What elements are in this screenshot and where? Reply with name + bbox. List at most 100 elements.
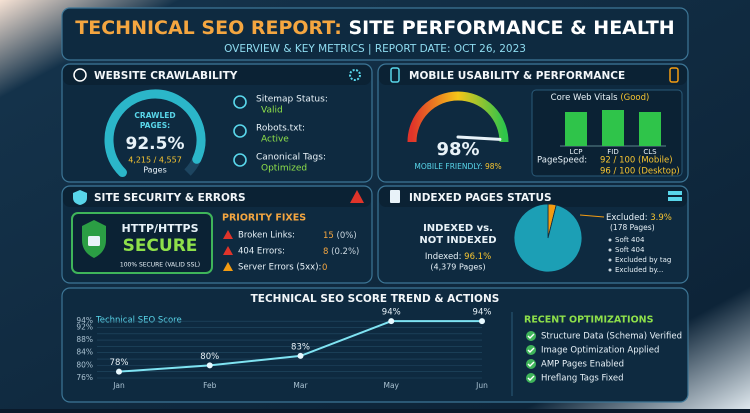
gauge-unit: Pages: [143, 166, 167, 175]
action: Structure Data (Schema) Verified: [541, 332, 682, 342]
title-accent: TECHNICAL SEO REPORT:: [75, 17, 342, 39]
page-icon: [390, 190, 400, 203]
reason-dot: [608, 258, 612, 262]
x-tick-label: Feb: [203, 381, 217, 390]
item-label: Canonical Tags:: [256, 153, 326, 163]
vitals-rating: (Good): [620, 93, 649, 103]
x-tick-label: Jun: [475, 381, 488, 390]
check-icon: [526, 373, 536, 383]
header-title: TECHNICAL SEO REPORT: SITE PERFORMANCE &…: [75, 17, 674, 39]
phone-icon: [390, 67, 400, 83]
fix-count: 0: [322, 263, 327, 273]
vital-bar: [565, 112, 587, 146]
action: Hreflang Tags Fixed: [541, 374, 624, 384]
reason-dot: [608, 238, 612, 242]
panel-header: [63, 65, 371, 85]
warning-icon: [350, 190, 364, 203]
chart-title: Technical SEO Score: [95, 316, 182, 326]
indexed-name: Indexed:: [425, 252, 462, 262]
fix-count: 8 (0.2%): [323, 247, 359, 257]
gauge-arc: [104, 89, 206, 178]
pagespeed-label: PageSpeed:: [537, 156, 587, 166]
warning-icon: [223, 230, 233, 239]
gauge-value: 92.5%: [126, 134, 185, 154]
trend-point: [116, 368, 122, 375]
excluded-name: Excluded:: [606, 213, 648, 223]
reason-dot: [608, 268, 612, 272]
item-label: Sitemap Status:: [256, 95, 328, 105]
reason: Excluded by tag: [615, 256, 671, 264]
point-label: 94%: [473, 308, 492, 318]
warning-icon: [223, 246, 233, 255]
excluded-value: 3.9%: [650, 213, 672, 223]
y-tick-label: 80%: [76, 360, 93, 369]
fix-label: 404 Errors:: [238, 247, 285, 257]
badge-status: SECURE: [123, 236, 198, 256]
panel-title: SITE SECURITY & ERRORS: [94, 192, 246, 204]
index-heading: INDEXED vs.: [423, 223, 493, 234]
indexed-label: Indexed: 96.1%: [425, 252, 491, 262]
y-tick-label: 94%: [76, 316, 93, 325]
fix-number: 8: [323, 247, 328, 257]
trend-point: [388, 318, 395, 325]
vital-bar: [602, 110, 624, 146]
vital-label: LCP: [569, 148, 582, 156]
vital-label: CLS: [643, 148, 657, 156]
vitals-title-text: Core Web Vitals: [551, 93, 619, 103]
fix-share: (0%): [337, 231, 357, 241]
fix-number: 15: [323, 231, 334, 241]
action: Image Optimization Applied: [541, 346, 659, 356]
item-status: Valid: [261, 106, 283, 116]
point-label: 94%: [382, 308, 401, 318]
fix-label: Broken Links:: [238, 231, 295, 241]
panel-title: WEBSITE CRAWLABILITY: [94, 70, 238, 82]
warning-icon: [223, 262, 233, 271]
gauge-label: PAGES:: [140, 121, 170, 130]
x-tick-label: Jan: [112, 381, 125, 390]
caption-label: MOBILE FRIENDLY:: [414, 162, 482, 171]
server-icon: [668, 197, 682, 201]
lock-icon: [88, 236, 100, 246]
item-status: Optimized: [261, 164, 307, 174]
panel-header: [63, 187, 371, 207]
point-label: 80%: [200, 352, 219, 362]
item-icon: [233, 153, 247, 167]
fix-label: Server Errors (5xx):: [238, 263, 321, 273]
header-subtitle: OVERVIEW & KEY METRICS | REPORT DATE: OC…: [224, 43, 526, 55]
gauge-label: CRAWLED: [134, 111, 175, 120]
item-label: Robots.txt:: [256, 124, 305, 134]
phone-icon: [669, 67, 679, 83]
fix-number: 0: [322, 263, 327, 273]
shield-icon: [73, 190, 87, 205]
panel-title: INDEXED PAGES STATUS: [409, 192, 552, 204]
check-mark: [527, 375, 535, 381]
trend-point: [479, 318, 485, 325]
panel-title: TECHNICAL SEO SCORE TREND & ACTIONS: [251, 293, 500, 305]
badge-note: 100% SECURE (VALID SSL): [120, 262, 200, 269]
y-tick-label: 88%: [76, 335, 93, 344]
gauge-arc: [407, 91, 509, 143]
y-tick-label: 76%: [76, 373, 93, 382]
excluded-pages: (178 Pages): [610, 223, 655, 232]
item-icon: [233, 124, 247, 138]
reason-dot: [608, 248, 612, 252]
x-tick-label: May: [383, 381, 399, 390]
excluded-label: Excluded: 3.9%: [606, 213, 672, 223]
vitals-title: Core Web Vitals (Good): [551, 93, 650, 103]
vital-bar: [639, 112, 661, 146]
gear-icon: [349, 69, 361, 81]
indexed-value: 96.1%: [464, 252, 491, 262]
action: AMP Pages Enabled: [541, 360, 624, 370]
pie-slice: [513, 203, 583, 273]
y-tick-label: 92%: [76, 322, 93, 331]
check-icon: [526, 359, 536, 369]
badge-protocol: HTTP/HTTPS: [122, 222, 199, 235]
y-tick-label: 84%: [76, 348, 93, 357]
panel-header: [379, 65, 687, 85]
index-heading: NOT INDEXED: [419, 235, 496, 246]
leader-line: [579, 214, 605, 218]
check-mark: [527, 333, 535, 339]
reason: Soft 404: [615, 236, 645, 244]
actions-title: RECENT OPTIMIZATIONS: [524, 315, 654, 326]
